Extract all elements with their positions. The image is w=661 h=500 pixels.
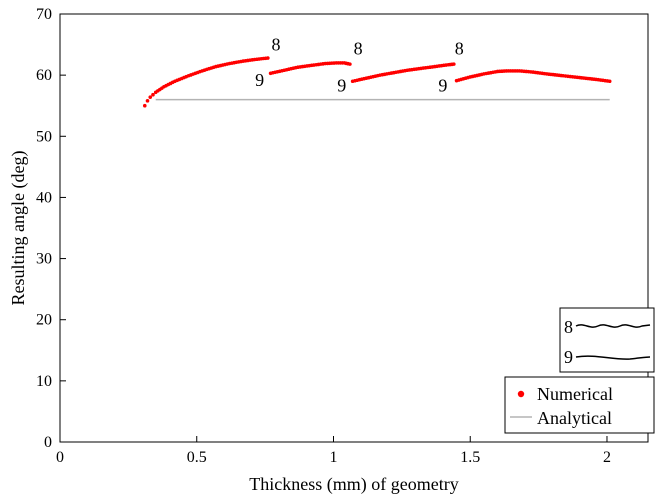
- x-axis-title: Thickness (mm) of geometry: [249, 474, 458, 495]
- x-tick-label: 1.5: [460, 449, 480, 466]
- wavy-profile-8-icon: [575, 324, 651, 328]
- inset-label-8: 8: [564, 317, 573, 337]
- annotation-label: 9: [337, 76, 346, 96]
- numerical-point: [142, 103, 147, 108]
- inset-box: 8 9: [559, 307, 655, 373]
- numerical-point: [151, 92, 155, 97]
- numerical-point: [148, 95, 153, 99]
- x-tick-label: 2: [603, 449, 611, 466]
- y-tick-label: 30: [36, 251, 52, 268]
- numerical-point: [607, 79, 612, 84]
- y-tick-label: 70: [36, 6, 52, 23]
- y-tick-label: 60: [36, 67, 52, 84]
- x-tick-label: 0: [56, 449, 64, 466]
- y-axis-title: Resulting angle (deg): [8, 151, 29, 306]
- annotation-label: 8: [354, 38, 363, 58]
- plot-area: [59, 13, 649, 443]
- annotation-label: 9: [255, 70, 264, 90]
- y-tick-label: 40: [36, 189, 52, 206]
- legend: Numerical Analytical: [504, 376, 655, 434]
- smooth-profile-9-icon: [575, 355, 651, 360]
- x-axis-ticks: 0 0.5 1 1.5 2: [56, 436, 611, 466]
- y-tick-label: 0: [44, 434, 52, 451]
- inset-label-9: 9: [564, 347, 573, 367]
- annotation-label: 9: [438, 76, 447, 96]
- x-tick-label: 0.5: [187, 449, 207, 466]
- legend-label-analytical: Analytical: [537, 408, 612, 428]
- y-tick-label: 10: [36, 373, 52, 390]
- y-tick-label: 20: [36, 312, 52, 329]
- y-tick-label: 50: [36, 128, 52, 145]
- x-tick-label: 1: [329, 449, 337, 466]
- numerical-point: [452, 62, 456, 66]
- legend-label-numerical: Numerical: [537, 384, 613, 404]
- annotation-label: 8: [272, 35, 281, 55]
- legend-marker-numerical: [517, 390, 525, 398]
- numerical-point: [266, 56, 270, 60]
- annotation-label: 8: [455, 38, 464, 58]
- numerical-series: [142, 56, 612, 108]
- numerical-point: [348, 62, 352, 66]
- numerical-point: [145, 99, 150, 103]
- y-axis-ticks: 0 10 20 30 40 50 60 70: [36, 6, 66, 451]
